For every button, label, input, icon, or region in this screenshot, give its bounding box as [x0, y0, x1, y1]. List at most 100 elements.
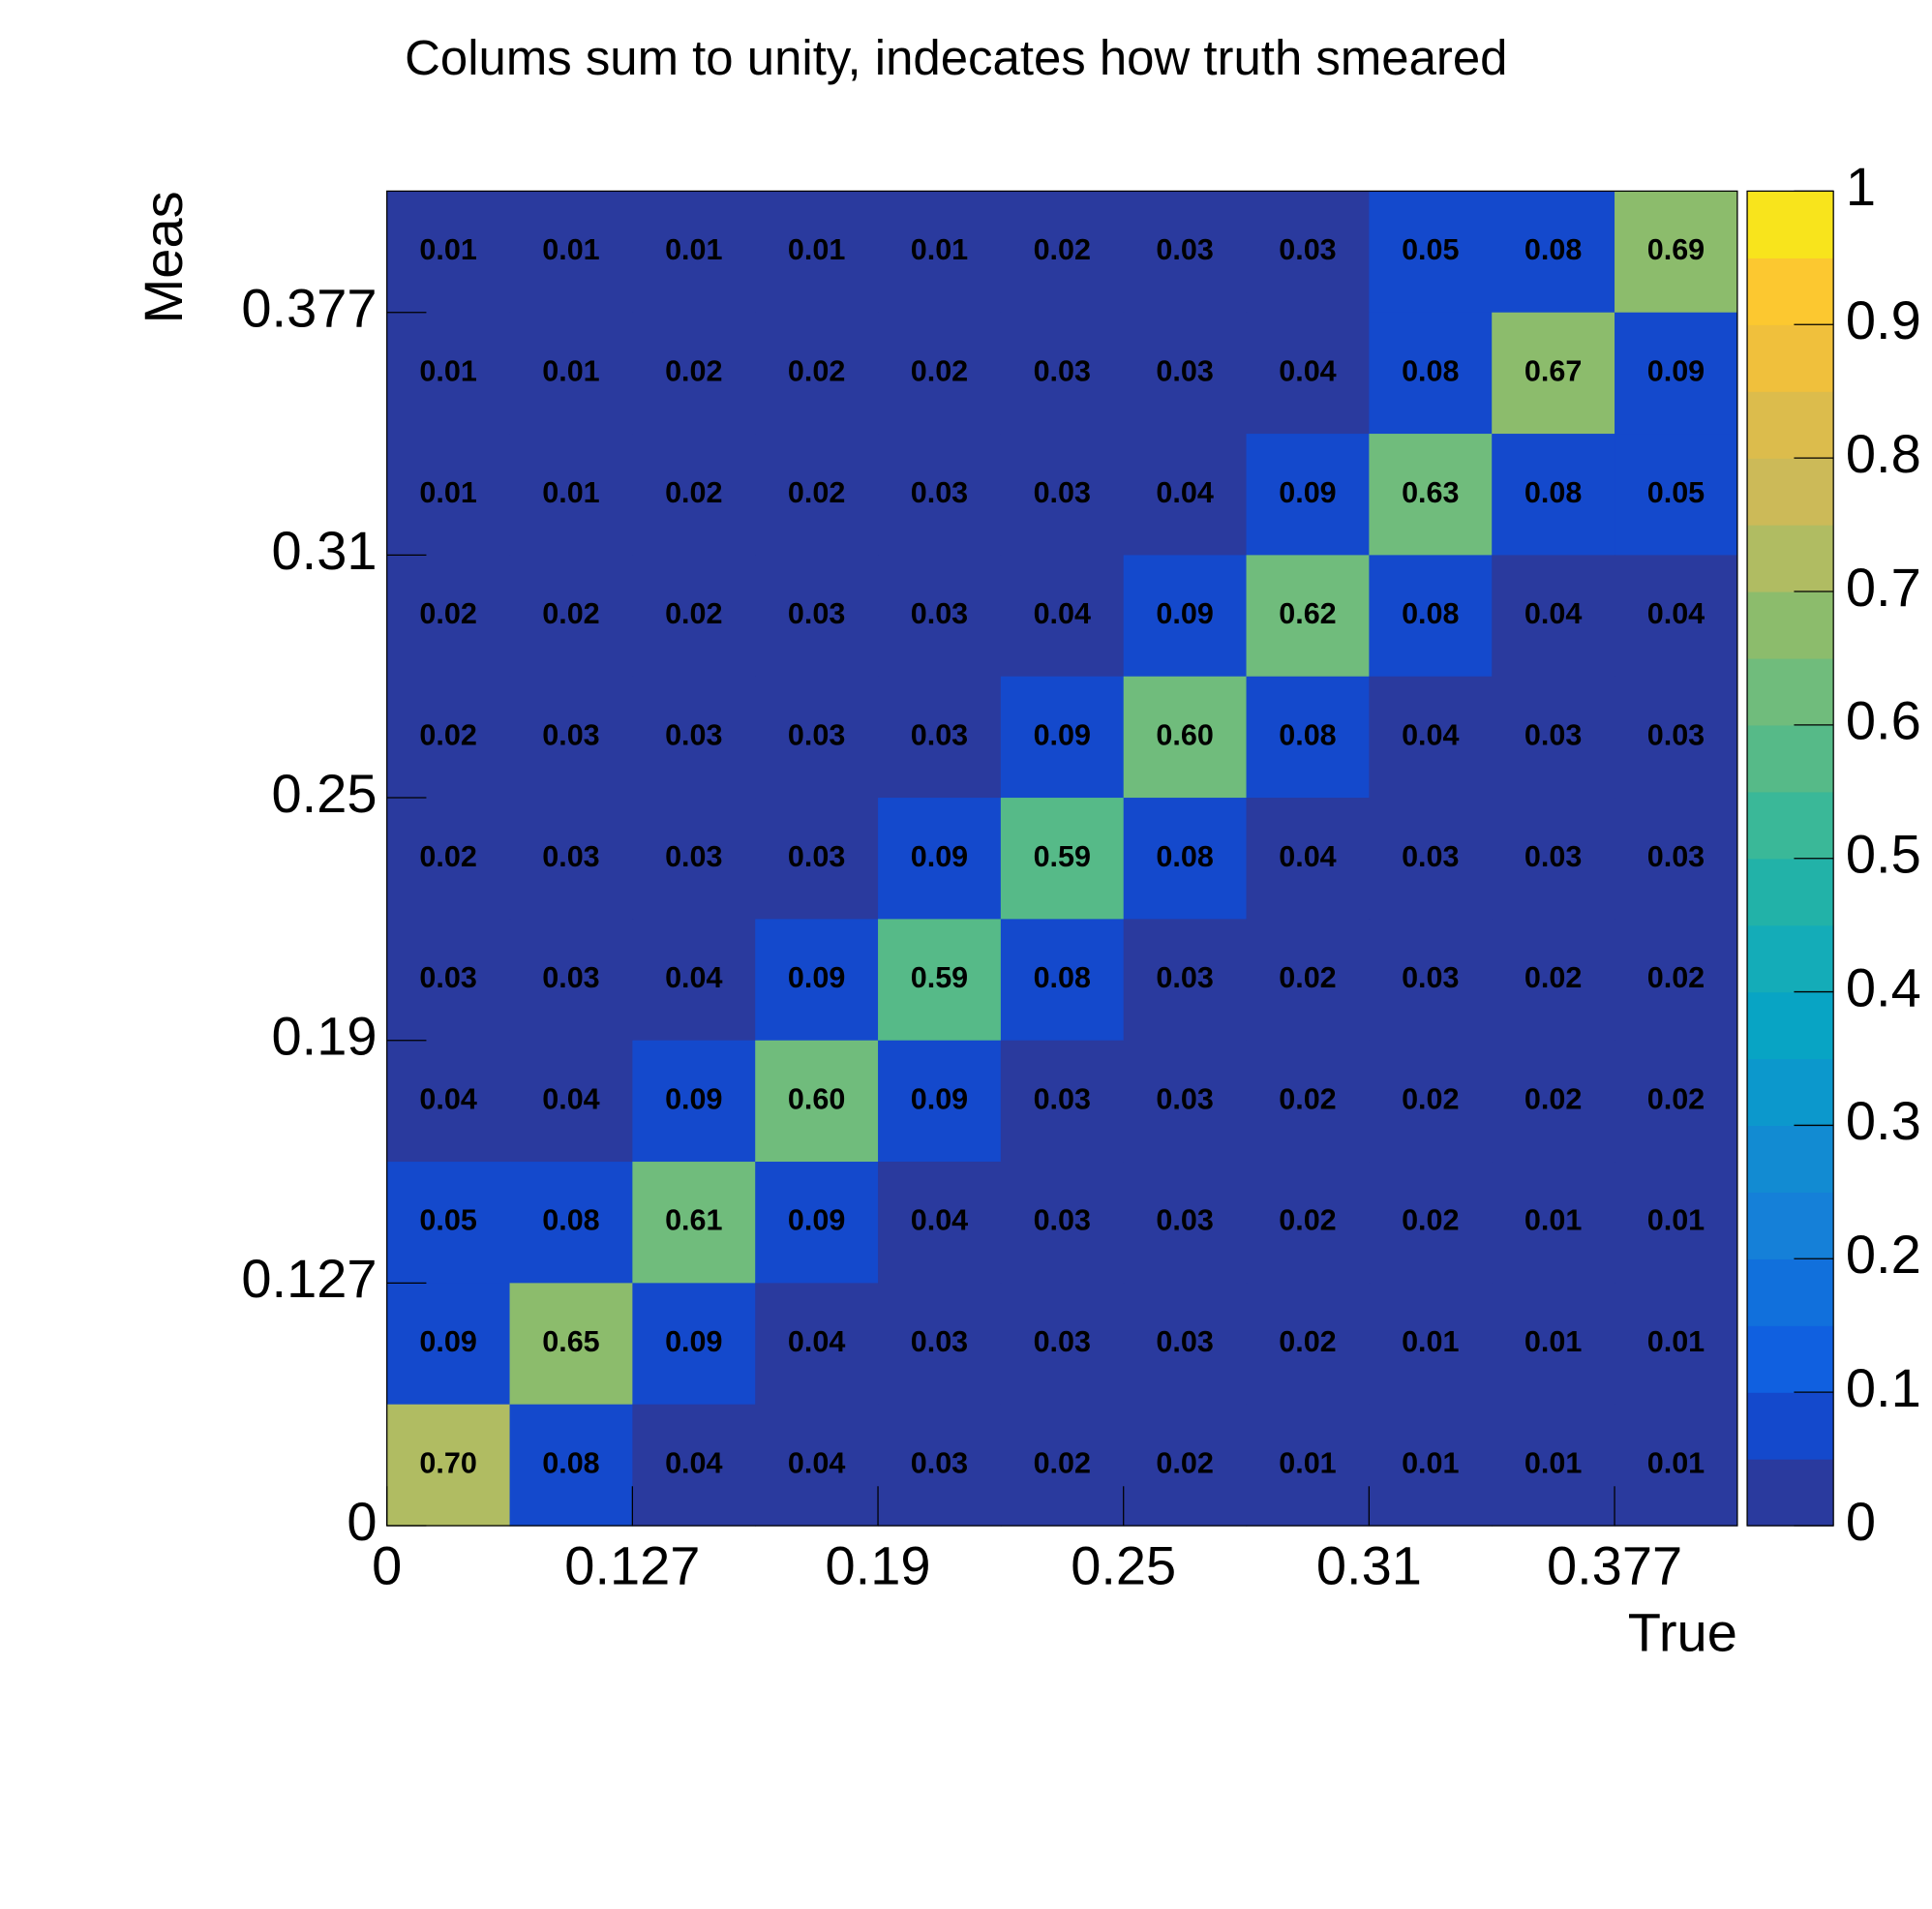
- colorbar-tick-label: 1: [1846, 156, 1876, 217]
- cell-label: 0.04: [542, 1082, 599, 1115]
- cell-label: 0.60: [788, 1082, 845, 1115]
- cell: [1123, 434, 1248, 557]
- cell-label: 0.04: [1647, 597, 1705, 630]
- cell-label: 0.04: [1402, 718, 1459, 751]
- y-tick-label: 0.31: [272, 520, 377, 581]
- colorbar-tick-label: 0.2: [1846, 1224, 1921, 1285]
- cell-label: 0.01: [788, 233, 845, 266]
- cell: [632, 1162, 756, 1284]
- cell-label: 0.09: [419, 1325, 476, 1358]
- cell: [386, 191, 511, 314]
- cell-label: 0.01: [1647, 1325, 1705, 1358]
- cell-label: 0.02: [419, 718, 476, 751]
- cell: [1369, 919, 1493, 1042]
- cell: [1492, 1404, 1615, 1527]
- x-tick-label: 0.19: [826, 1535, 931, 1596]
- cell: [1246, 1283, 1371, 1406]
- cell: [1246, 1404, 1371, 1527]
- cell: [509, 919, 634, 1042]
- cell-label: 0.09: [1156, 597, 1213, 630]
- x-tick-label: 0.377: [1547, 1535, 1682, 1596]
- cell-label: 0.04: [1279, 840, 1336, 873]
- cell-label: 0.01: [419, 233, 476, 266]
- cell: [755, 1162, 879, 1284]
- colorbar-tick-label: 0.7: [1846, 557, 1921, 618]
- colorbar-tick-label: 0.5: [1846, 824, 1921, 885]
- cell-label: 0.02: [1279, 1325, 1336, 1358]
- cell-label: 0.08: [1034, 961, 1091, 994]
- colorbar-segment: [1747, 1192, 1834, 1259]
- cell: [509, 191, 634, 314]
- cell: [1492, 1162, 1615, 1284]
- cell: [386, 1040, 511, 1163]
- x-axis-label: True: [1628, 1601, 1737, 1662]
- x-tick-label: 0.127: [564, 1535, 700, 1596]
- cell-label: 0.05: [419, 1204, 476, 1237]
- cell: [1123, 1040, 1248, 1163]
- cell: [1492, 555, 1615, 678]
- colorbar-segment: [1747, 391, 1834, 459]
- cell-label: 0.04: [1034, 597, 1091, 630]
- cell-label: 0.08: [1524, 476, 1582, 509]
- cell: [1123, 312, 1248, 435]
- cell: [755, 798, 879, 921]
- cell: [1246, 798, 1371, 921]
- cell: [386, 676, 511, 799]
- cell-label: 0.09: [665, 1082, 722, 1115]
- colorbar-segment: [1747, 458, 1834, 526]
- cell-label: 0.08: [542, 1446, 599, 1479]
- cell-label: 0.09: [665, 1325, 722, 1358]
- cell: [1246, 919, 1371, 1042]
- colorbar-segment: [1747, 258, 1834, 325]
- y-tick-label: 0: [347, 1491, 377, 1552]
- x-tick-label: 0.25: [1071, 1535, 1176, 1596]
- cell-label: 0.04: [1156, 476, 1213, 509]
- cell-label: 0.01: [1402, 1446, 1459, 1479]
- cell: [1000, 798, 1125, 921]
- cell: [386, 1404, 511, 1527]
- cell: [1369, 798, 1493, 921]
- cell-label: 0.02: [419, 597, 476, 630]
- cell: [1369, 1283, 1493, 1406]
- cell: [878, 798, 1002, 921]
- cell-label: 0.03: [665, 840, 722, 873]
- cell: [1615, 676, 1738, 799]
- x-tick-label: 0.31: [1316, 1535, 1422, 1596]
- cell-label: 0.02: [1402, 1082, 1459, 1115]
- y-tick-label: 0.19: [272, 1005, 377, 1066]
- cell-label: 0.02: [911, 354, 968, 387]
- cell: [878, 434, 1002, 557]
- cell-label: 0.02: [1524, 1082, 1582, 1115]
- cell: [386, 798, 511, 921]
- cell-label: 0.02: [542, 597, 599, 630]
- cell: [632, 676, 756, 799]
- cell: [878, 1040, 1002, 1163]
- cell: [755, 434, 879, 557]
- cell-label: 0.04: [788, 1325, 845, 1358]
- cell-label: 0.59: [1034, 840, 1091, 873]
- cell-label: 0.09: [1279, 476, 1336, 509]
- cell-label: 0.03: [788, 840, 845, 873]
- cell-label: 0.02: [1524, 961, 1582, 994]
- cell-label: 0.03: [1156, 354, 1213, 387]
- cell-label: 0.02: [419, 840, 476, 873]
- cell-label: 0.03: [542, 718, 599, 751]
- colorbar-tick-label: 0.9: [1846, 289, 1921, 350]
- cell: [1615, 555, 1738, 678]
- cell: [632, 434, 756, 557]
- cell-label: 0.01: [1524, 1204, 1582, 1237]
- colorbar-segment: [1747, 1258, 1834, 1326]
- cell-label: 0.02: [1279, 1204, 1336, 1237]
- cell: [1246, 1040, 1371, 1163]
- cell-label: 0.03: [1647, 840, 1705, 873]
- cell: [1615, 434, 1738, 557]
- cell: [632, 191, 756, 314]
- cell: [1000, 312, 1125, 435]
- cell-label: 0.03: [1156, 1082, 1213, 1115]
- cell-label: 0.03: [911, 1325, 968, 1358]
- cell: [1246, 1162, 1371, 1284]
- colorbar-segment: [1747, 858, 1834, 926]
- cell: [755, 1404, 879, 1527]
- cell-label: 0.03: [1402, 961, 1459, 994]
- cell: [509, 1162, 634, 1284]
